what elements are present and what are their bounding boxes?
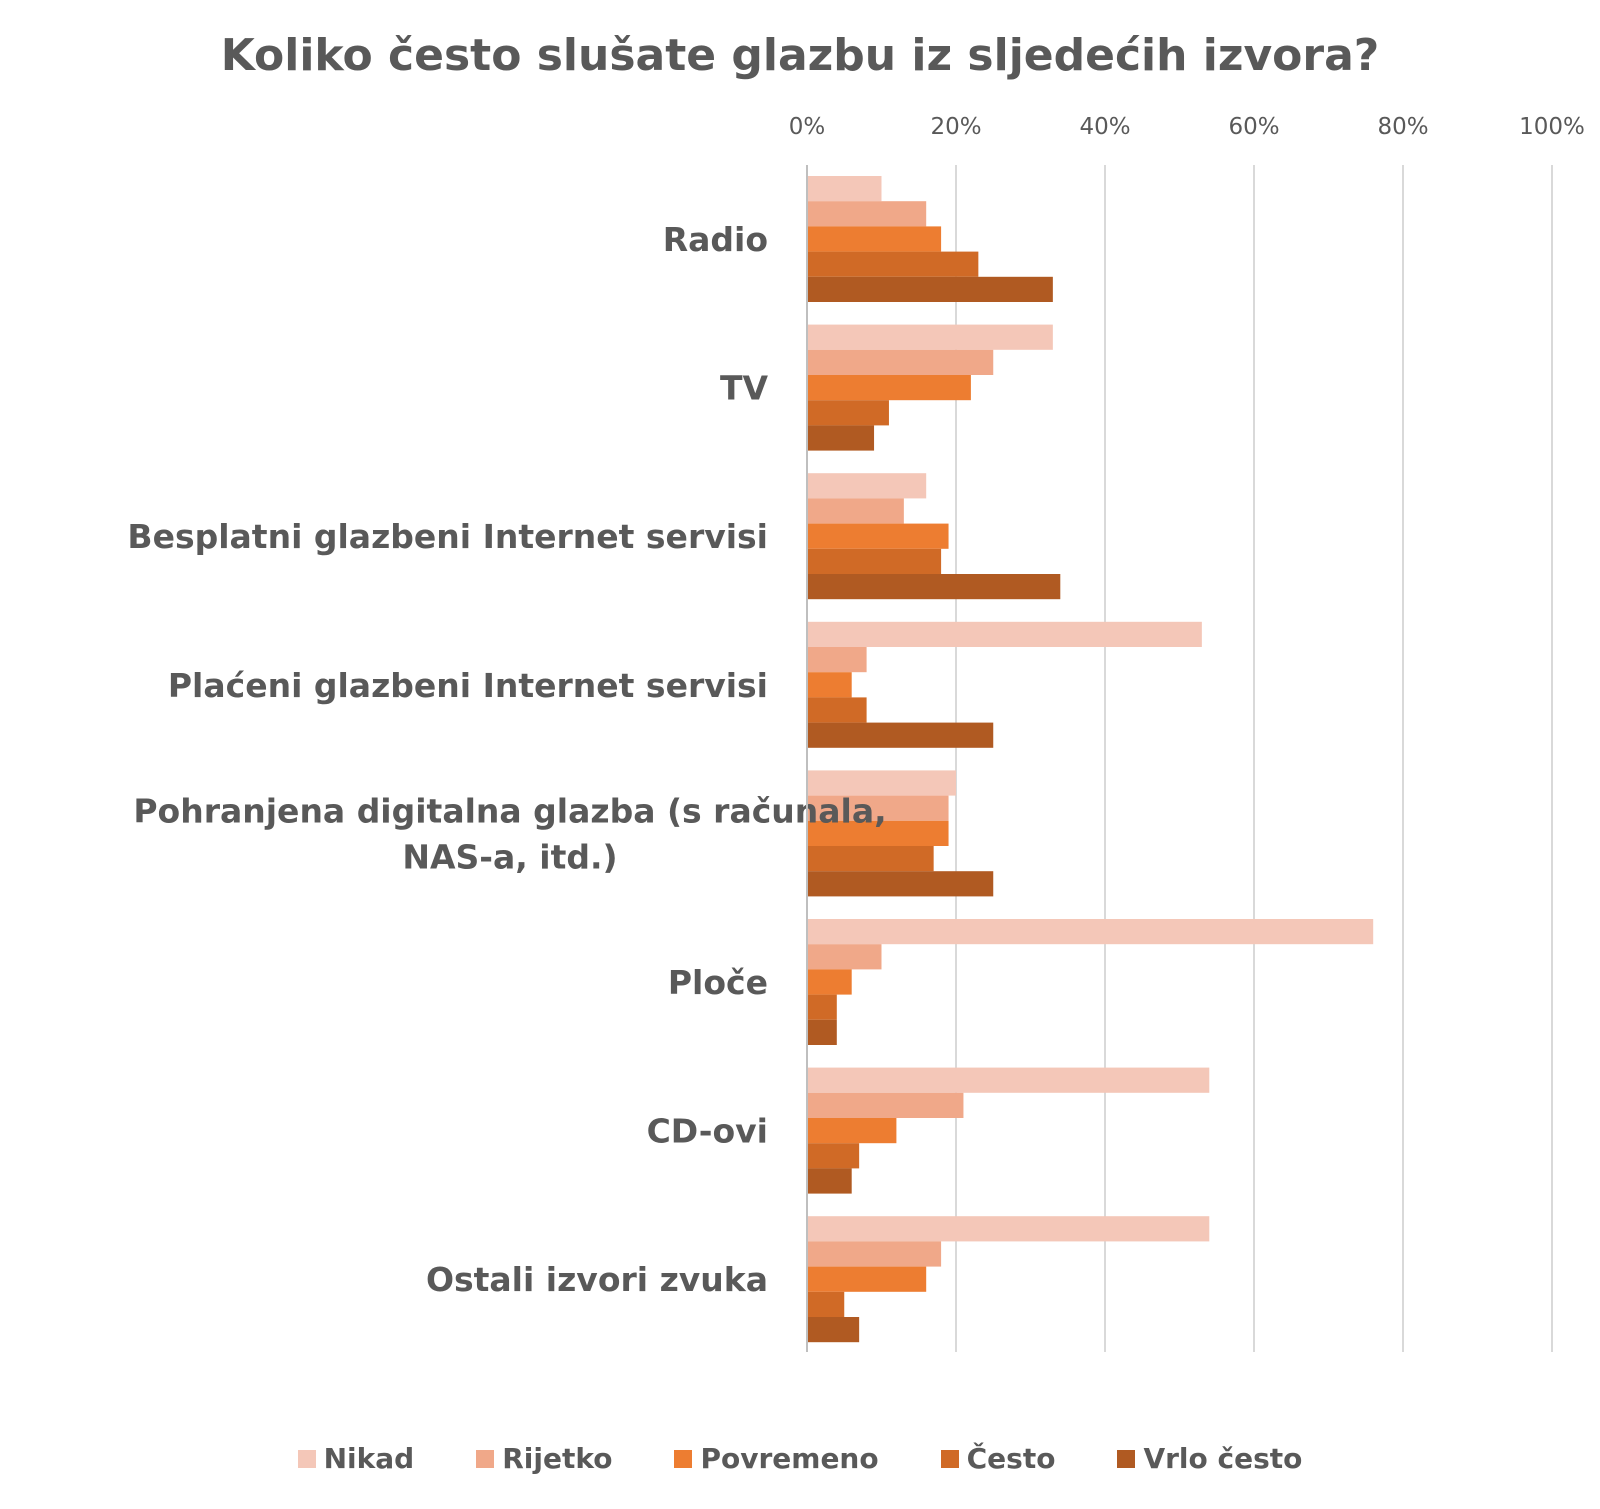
bar	[807, 226, 942, 252]
bar	[807, 251, 979, 277]
x-tick-label: 80%	[1377, 114, 1428, 140]
legend-item: Često	[940, 1442, 1056, 1475]
bar	[807, 276, 1053, 302]
bar	[807, 400, 889, 426]
bar	[807, 1266, 927, 1292]
bar	[807, 498, 904, 524]
bars	[807, 176, 1374, 1343]
bar	[807, 375, 971, 401]
bar	[807, 425, 875, 451]
category-label: NAS-a, itd.)	[402, 837, 617, 876]
bar	[807, 1317, 860, 1343]
legend-item: Nikad	[297, 1442, 415, 1475]
bar	[807, 1092, 964, 1118]
legend-item: Povremeno	[674, 1442, 879, 1475]
bar	[807, 919, 1374, 945]
bar	[807, 697, 867, 723]
category-label: CD-ovi	[647, 1112, 768, 1151]
bar	[807, 1019, 837, 1045]
category-label: Plaćeni glazbeni Internet servisi	[168, 666, 768, 705]
bar	[807, 1143, 860, 1169]
x-tick-label: 40%	[1079, 114, 1130, 140]
bar	[807, 795, 949, 821]
legend-label: Često	[966, 1442, 1056, 1475]
bar	[807, 820, 949, 846]
bar	[807, 722, 994, 748]
bar	[807, 846, 934, 872]
legend-label: Rijetko	[502, 1442, 613, 1475]
legend-label: Vrlo često	[1143, 1442, 1303, 1475]
legend-label: Povremeno	[700, 1442, 879, 1475]
bar	[807, 176, 882, 202]
legend: Nikad Rijetko Povremeno Često Vrlo često	[0, 1442, 1600, 1475]
bar	[807, 647, 867, 673]
category-labels: Radio TV Besplatni glazbeni Internet servi…	[127, 220, 886, 1299]
bar	[807, 324, 1053, 350]
category-label: Ostali izvori zvuka	[426, 1260, 768, 1299]
bar	[807, 621, 1202, 647]
bar	[807, 944, 882, 970]
legend-label: Nikad	[323, 1442, 415, 1475]
bar	[807, 994, 837, 1020]
category-label: Besplatni glazbeni Internet servisi	[127, 517, 768, 556]
bar	[807, 523, 949, 549]
category-label: Ploče	[668, 963, 768, 1002]
bar-chart: 0% 20% 40% 60% 80% 100% Radio TV Besplatni glaz…	[127, 114, 1585, 1352]
bar	[807, 770, 956, 796]
category-label: Radio	[663, 220, 768, 259]
legend-swatch	[940, 1449, 959, 1468]
bar	[807, 1067, 1210, 1093]
legend-swatch	[297, 1449, 316, 1468]
bar	[807, 574, 1061, 600]
legend-swatch	[476, 1449, 495, 1468]
x-axis-ticks: 0% 20% 40% 60% 80% 100%	[789, 114, 1585, 140]
bar	[807, 1241, 942, 1267]
legend-item: Vrlo često	[1117, 1442, 1302, 1475]
bar	[807, 349, 994, 375]
x-tick-label: 0%	[789, 114, 826, 140]
x-tick-label: 100%	[1519, 114, 1585, 140]
bar	[807, 1216, 1210, 1242]
bar	[807, 548, 942, 574]
x-tick-label: 60%	[1228, 114, 1279, 140]
bar	[807, 201, 927, 227]
bar	[807, 969, 852, 995]
category-label: Pohranjena digitalna glazba (s računala,	[133, 791, 886, 830]
legend-swatch	[1117, 1449, 1136, 1468]
category-label: TV	[720, 369, 769, 408]
x-tick-label: 20%	[930, 114, 981, 140]
bar	[807, 1118, 897, 1144]
bar	[807, 473, 927, 499]
bar	[807, 871, 994, 897]
bar	[807, 1291, 845, 1317]
legend-item: Rijetko	[476, 1442, 612, 1475]
bar	[807, 1168, 852, 1194]
chart-title: Koliko često slušate glazbu iz sljedećih…	[220, 30, 1380, 81]
legend-swatch	[674, 1449, 693, 1468]
bar	[807, 672, 852, 698]
